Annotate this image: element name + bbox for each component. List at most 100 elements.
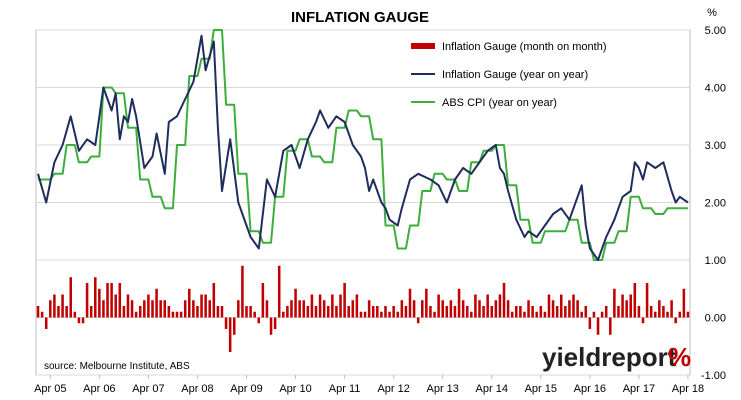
mom-bar	[159, 300, 162, 318]
mom-bar	[580, 311, 583, 318]
mom-bar	[310, 294, 314, 318]
mom-bar	[592, 311, 596, 318]
mom-bar	[658, 300, 661, 318]
mom-bar	[498, 294, 502, 318]
mom-bar	[118, 283, 122, 318]
mom-bar	[527, 300, 530, 318]
mom-bar	[576, 300, 579, 318]
y-tick-label: 1.00	[705, 255, 726, 267]
mom-bar	[388, 311, 391, 318]
mom-bar	[441, 300, 444, 318]
mom-bar	[425, 288, 428, 318]
mom-bar	[326, 306, 330, 318]
mom-bar	[682, 288, 686, 318]
mom-bar	[245, 306, 248, 318]
mom-bar	[633, 283, 637, 318]
mom-bar	[396, 311, 400, 318]
x-tick-label: Apr 16	[574, 383, 606, 395]
mom-bar	[412, 300, 416, 318]
mom-bar	[216, 306, 220, 318]
mom-bar	[392, 306, 395, 318]
mom-bar	[617, 306, 620, 318]
mom-bar	[641, 317, 645, 324]
mom-bar	[335, 306, 338, 318]
mom-bar	[474, 294, 477, 318]
mom-bar	[314, 306, 318, 318]
mom-bar	[224, 317, 228, 329]
mom-bar	[286, 306, 289, 318]
mom-bar	[596, 317, 600, 335]
mom-bar	[433, 311, 436, 318]
mom-bar	[613, 288, 616, 318]
mom-bar	[57, 306, 60, 318]
mom-bar	[65, 306, 68, 318]
mom-bar	[347, 306, 350, 318]
mom-bar	[298, 300, 301, 318]
abs-cpi-line	[38, 29, 688, 261]
mom-bar	[249, 306, 252, 318]
mom-bar	[98, 288, 101, 318]
mom-bar	[457, 288, 461, 318]
mom-bar	[69, 277, 73, 318]
source-note: source: Melbourne Institute, ABS	[44, 361, 190, 372]
y-tick-label: 5.00	[705, 25, 726, 37]
mom-bar	[510, 311, 514, 318]
mom-bar	[662, 306, 665, 318]
mom-bar	[437, 294, 440, 318]
month-on-month-bars	[36, 265, 690, 352]
mom-bar	[343, 283, 346, 318]
mom-bar	[384, 306, 387, 318]
mom-bar	[232, 317, 236, 335]
mom-bar	[155, 288, 158, 318]
mom-bar	[44, 317, 48, 329]
legend-swatch-month-on-month	[411, 43, 435, 49]
mom-bar	[355, 294, 359, 318]
mom-bar	[519, 306, 522, 318]
y-tick-label: -1.00	[701, 370, 726, 382]
mom-bar	[40, 311, 44, 318]
mom-bar	[306, 306, 310, 318]
mom-bar	[653, 311, 657, 318]
mom-bar	[609, 317, 612, 335]
x-tick-label: Apr 14	[476, 383, 508, 395]
x-tick-label: Apr 11	[329, 383, 361, 395]
mom-bar	[134, 311, 138, 318]
year-on-year-lines	[37, 29, 689, 261]
mom-bar	[106, 283, 109, 318]
x-tick-label: Apr 05	[34, 383, 66, 395]
mom-bar	[73, 311, 77, 318]
mom-bar	[380, 311, 383, 318]
mom-bar	[331, 294, 334, 318]
mom-bar	[604, 306, 608, 318]
y-tick-label: 4.00	[705, 83, 726, 95]
mom-bar	[547, 294, 551, 318]
mom-bar	[449, 300, 453, 318]
mom-bar	[539, 306, 543, 318]
chart-title: INFLATION GAUGE	[291, 9, 429, 26]
mom-bar	[600, 311, 604, 318]
mom-bar	[621, 294, 624, 318]
mom-bar	[126, 294, 130, 318]
mom-bar	[486, 294, 489, 318]
mom-bar	[506, 300, 510, 318]
yieldreport-logo: yieldreport %	[542, 342, 691, 372]
mom-bar	[102, 300, 105, 318]
mom-bar	[429, 306, 432, 318]
mom-bar	[241, 265, 244, 318]
x-tick-label: Apr 08	[181, 383, 213, 395]
mom-bar	[453, 306, 457, 318]
x-tick-label: Apr 12	[377, 383, 409, 395]
mom-bar	[515, 306, 518, 318]
legend: Inflation Gauge (month on month) Inflati…	[411, 41, 606, 109]
mom-bar	[351, 300, 355, 318]
mom-bar	[686, 311, 690, 318]
mom-bar	[376, 306, 379, 318]
mom-bar	[678, 311, 682, 318]
mom-bar	[584, 306, 588, 318]
mom-bar	[564, 306, 567, 318]
mom-bar	[461, 300, 465, 318]
mom-bar	[143, 300, 146, 318]
mom-bar	[502, 283, 506, 318]
mom-bar	[629, 294, 632, 318]
